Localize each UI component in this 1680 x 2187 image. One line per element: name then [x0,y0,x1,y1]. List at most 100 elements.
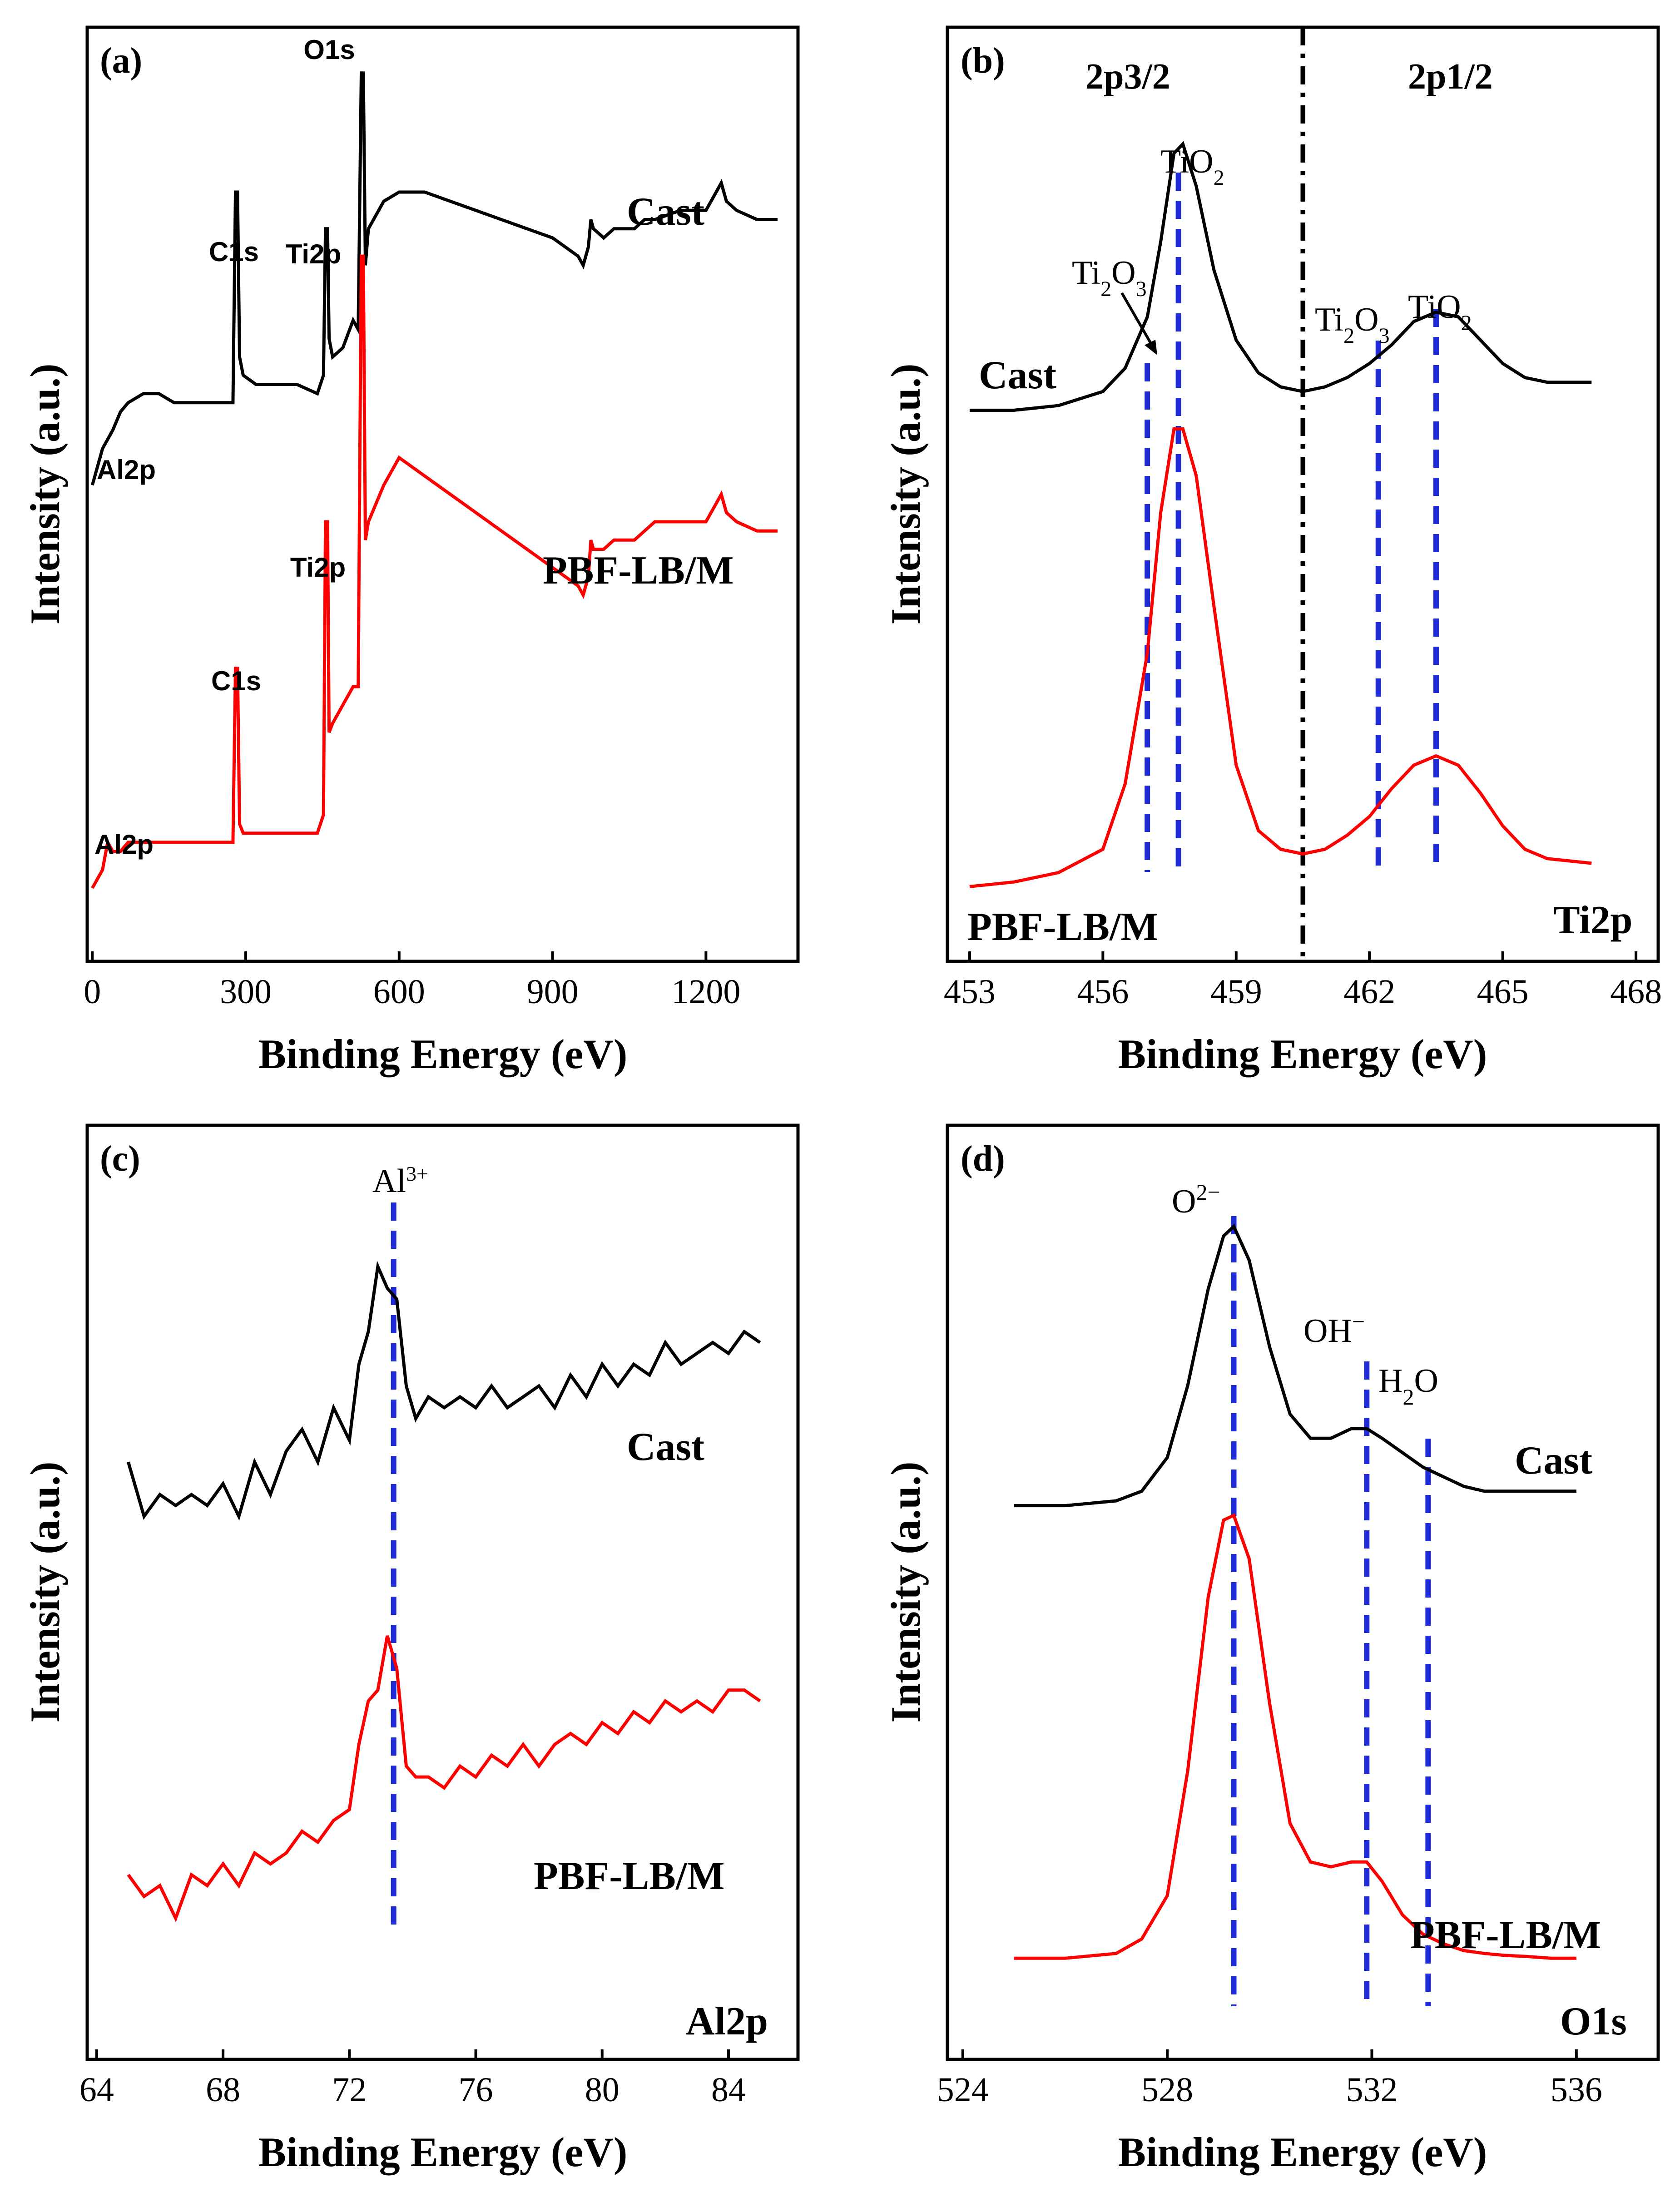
panel-b-ann-tio2-left-sub: 2 [1214,166,1224,190]
panel-d-ann-o2-sup: 2− [1196,1179,1220,1205]
panel-a: 0 300 600 900 1200 (a) Binding Energy (eV) I… [22,25,800,1077]
panel-d-ref-lines [1231,1216,1431,2006]
panel-d-series-pbf [1014,1513,1576,1960]
panel-b-xtick-label-4: 465 [1477,973,1529,1011]
panel-d-ann-o2-base: O [1172,1183,1196,1220]
panel-b-xtick-label-3: 462 [1343,973,1395,1011]
panel-b-xlabel: Binding Energy (eV) [1118,1031,1487,1077]
panel-d-ylabel: Intensity (a.u.) [882,1461,929,1722]
panel-b-label: (b) [961,41,1005,81]
panel-b-ann-ti2o3-left-o: O [1111,254,1135,292]
panel-b-xtick-label-5: 468 [1610,973,1662,1011]
panel-c-ann-al3-sup: 3+ [406,1162,428,1185]
panel-c-ylabel: Intensity (a.u.) [22,1461,68,1722]
panel-a-ann-c1s-pbf: C1s [211,666,261,696]
panel-b-label-cast: Cast [979,353,1056,397]
panel-b-ann-ti2o3-right: Ti2O3 [1315,301,1390,348]
panel-c-corner-label: Al2p [686,1999,768,2044]
panel-d-label: (d) [961,1139,1005,1179]
panel-c-label-pbf: PBF-LB/M [534,1854,724,1898]
panel-b-ann-tio2-left: TiO2 [1160,143,1224,190]
panel-c-xtick-label-5: 84 [711,2071,746,2109]
panel-a-frame [85,25,800,963]
panel-c-label-cast: Cast [627,1425,704,1469]
panel-c-ann-al3-base: Al [372,1163,406,1200]
panel-a-ann-c1s-cast: C1s [209,237,259,267]
panel-b-ann-tio2-right-sub: 2 [1461,311,1472,335]
panel-d-ann-h2o-o: O [1414,1362,1438,1400]
panel-b-series-cast [969,141,1592,412]
panel-b-ann-tio2-right-base: TiO [1408,288,1461,326]
panel-d-label-pbf: PBF-LB/M [1410,1913,1601,1957]
panel-d-ann-oh-base: OH [1303,1312,1352,1350]
panel-c-xtick-label-2: 72 [332,2071,367,2109]
panel-a-xtick-label-4: 1200 [671,973,740,1011]
panel-b: 453 456 459 462 465 468 (b) 2p3/2 2p1/2 TiO2 … [882,25,1662,1077]
panel-b-xtick-label-1: 456 [1077,973,1129,1011]
panel-d-xtick-label-1: 528 [1141,2071,1193,2109]
panel-b-ann-arrow [1120,292,1156,351]
panel-a-xtick-label-3: 900 [527,973,579,1011]
panel-b-region-right: 2p1/2 [1408,57,1493,97]
panel-a-ann-al2p-pbf: Al2p [94,829,154,860]
panel-b-xtick-label-0: 453 [944,973,996,1011]
panel-a-ann-ti2p-cast: Ti2p [286,239,341,269]
panel-a-xtick-label-2: 600 [373,973,425,1011]
panel-a-series-cast [90,71,778,486]
panel-d-ann-oh: OH− [1303,1309,1365,1350]
panel-c-ann-al3: Al3+ [372,1162,428,1200]
panel-b-ann-ti2o3-right-ti: Ti [1315,301,1343,338]
panel-b-ann-ti2o3-left-sub2: 3 [1136,277,1147,301]
panel-c-xlabel: Binding Energy (eV) [258,2129,628,2175]
panel-c-series-cast [127,1261,761,1521]
panel-c-xtick-label-1: 68 [206,2071,240,2109]
panel-d-xtick-label-0: 524 [937,2071,989,2109]
panel-a-xtick-label-0: 0 [84,973,101,1011]
panel-d-xtick-label-3: 536 [1551,2071,1602,2109]
panel-b-label-pbf: PBF-LB/M [967,905,1158,949]
panel-b-region-left: 2p3/2 [1085,57,1170,97]
panel-d-ann-oh-sup: − [1352,1309,1365,1334]
panel-b-ann-ti2o3-right-sub2: 3 [1379,324,1390,348]
panel-d-ann-h2o: H2O [1378,1362,1438,1410]
panel-b-ann-ti2o3-left-ti: Ti [1072,254,1100,292]
panel-c-label: (c) [100,1139,140,1179]
panel-a-xtick-label-1: 300 [220,973,272,1011]
panel-a-label: (a) [100,41,142,81]
panel-b-ann-tio2-left-base: TiO [1160,143,1214,180]
panel-d-ann-h2o-h: H [1378,1362,1402,1400]
panel-b-ylabel: Intensity (a.u.) [882,363,929,624]
panel-c: 64 68 72 76 80 84 (c) Al3+ Cast PBF-LB/M Al2p… [22,1123,800,2175]
panel-b-ann-arrow-head [1145,340,1157,355]
panel-c-xtick-label-4: 80 [585,2071,619,2109]
panel-d-label-cast: Cast [1515,1439,1592,1483]
panel-c-xtick-label-0: 64 [79,2071,114,2109]
panel-d-xtick-label-2: 532 [1346,2071,1398,2109]
panel-c-xtick-label-3: 76 [459,2071,493,2109]
panel-a-label-cast: Cast [627,190,704,234]
panel-d-corner-label: O1s [1560,1999,1627,2044]
panel-d: 524 528 532 536 (d) O2− OH− H2O Cast PBF-LB… [882,1123,1660,2175]
panel-a-ann-al2p-cast: Al2p [97,455,156,485]
panel-a-xlabel: Binding Energy (eV) [258,1031,628,1077]
panel-b-xtick-label-2: 459 [1210,973,1262,1011]
panel-b-ann-ti2o3-left-sub1: 2 [1100,277,1111,301]
panel-a-series-pbf [91,254,778,889]
panel-a-ylabel: Intensity (a.u.) [22,363,68,624]
panel-a-label-pbf: PBF-LB/M [543,549,733,593]
panel-a-ann-ti2p-pbf: Ti2p [290,552,346,583]
panel-b-ann-ti2o3-right-sub1: 2 [1343,324,1354,348]
panel-b-ann-tio2-right: TiO2 [1408,288,1472,335]
panel-d-ticks: 524 528 532 536 [937,2049,1602,2109]
panel-c-frame [85,1123,800,2061]
panel-a-ann-o1s: O1s [303,35,355,65]
panel-d-xlabel: Binding Energy (eV) [1118,2129,1487,2175]
panel-c-ticks: 64 68 72 76 80 84 [79,2049,746,2109]
panel-d-frame [946,1123,1660,2061]
panel-c-series-pbf [127,1635,761,1923]
panel-b-ref-lines [1145,173,1439,872]
panel-b-ann-ti2o3-left: Ti2O3 [1072,254,1147,301]
panel-a-ticks: 0 300 600 900 1200 [84,951,740,1011]
panel-d-ann-o2: O2− [1172,1179,1220,1220]
